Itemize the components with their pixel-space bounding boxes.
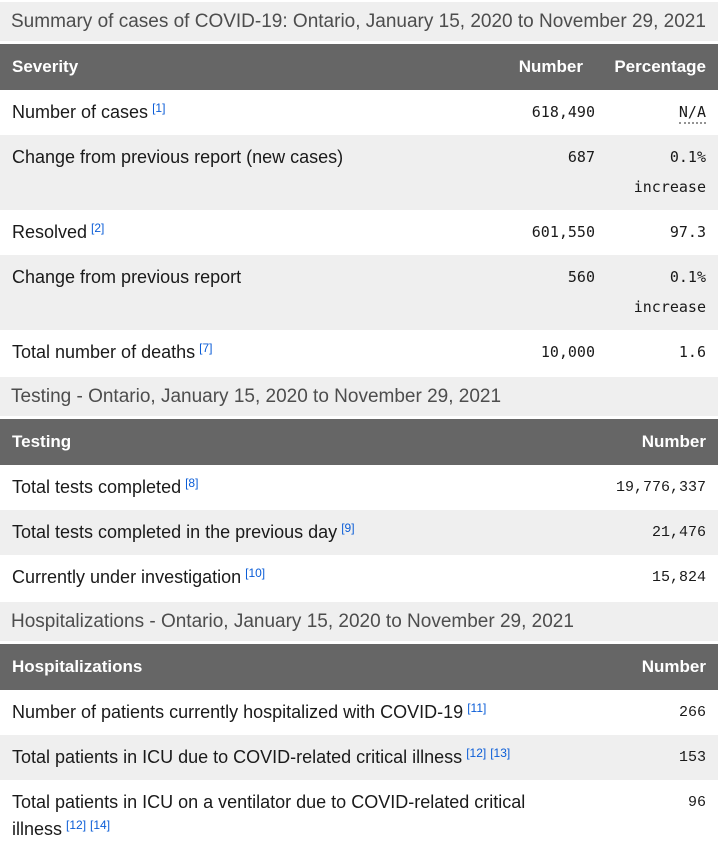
table-row: Number of patients currently hospitalize… <box>0 690 718 735</box>
number-cell: 21,476 <box>651 524 706 541</box>
row-label: Resolved <box>12 222 88 242</box>
table-row: Currently under investigation [10] 15,824 <box>0 555 718 600</box>
footnote-link-10[interactable]: [10] <box>245 566 266 580</box>
footnote-link-7[interactable]: [7] <box>199 341 213 355</box>
percentage-cell: 97.3 <box>669 223 706 241</box>
summary-table-header-row: Severity Number Percentage <box>0 44 718 90</box>
percentage-cell: 0.1% increase <box>595 135 718 210</box>
footnote-link-11[interactable]: [11] <box>467 701 487 715</box>
not-applicable-abbr[interactable]: N/A <box>678 103 706 124</box>
row-label: Number of cases <box>12 102 149 122</box>
footnote-link-8[interactable]: [8] <box>185 476 199 490</box>
hospitalizations-table: Hospitalizations Number Number of patien… <box>0 644 718 852</box>
number-cell: 19,776,337 <box>615 479 706 496</box>
column-header-number: Number <box>588 644 718 690</box>
column-header-number: Number <box>588 419 718 465</box>
percentage-note: increase <box>633 298 706 316</box>
number-cell: 10,000 <box>540 343 595 361</box>
table-row: Total patients in ICU on a ventilator du… <box>0 780 718 852</box>
row-label-cell: Change from previous report (new cases) <box>0 135 492 210</box>
column-header-testing: Testing <box>0 419 588 465</box>
row-label: Change from previous report (new cases) <box>12 147 344 167</box>
testing-table: Testing Number Total tests completed [8] … <box>0 419 718 600</box>
number-cell: 15,824 <box>651 569 706 586</box>
column-header-severity: Severity <box>0 44 492 90</box>
row-label: Change from previous report <box>12 267 242 287</box>
row-label: Total tests completed in the previous da… <box>12 522 338 542</box>
table-row: Total patients in ICU due to COVID-relat… <box>0 735 718 780</box>
percentage-cell: N/A <box>595 90 718 135</box>
number-cell: 153 <box>678 749 706 766</box>
summary-section-heading: Summary of cases of COVID-19: Ontario, J… <box>0 2 718 41</box>
number-cell: 266 <box>678 704 706 721</box>
row-label: Number of patients currently hospitalize… <box>12 702 464 722</box>
footnote-link-1[interactable]: [1] <box>152 101 166 115</box>
summary-section: Summary of cases of COVID-19: Ontario, J… <box>0 2 718 375</box>
column-header-number: Number <box>492 44 595 90</box>
row-label-cell: Total tests completed [8] <box>0 465 588 510</box>
summary-table: Severity Number Percentage Number of cas… <box>0 44 718 375</box>
table-row: Total tests completed in the previous da… <box>0 510 718 555</box>
percentage-cell: 0.1% increase <box>595 255 718 330</box>
footnote-link-12b[interactable]: [12] <box>66 818 87 832</box>
footnote-link-9[interactable]: [9] <box>341 521 355 535</box>
row-label: Currently under investigation <box>12 567 242 587</box>
percentage-note: increase <box>633 178 706 196</box>
hospitalizations-section-heading: Hospitalizations - Ontario, January 15, … <box>0 602 718 641</box>
row-label: Total number of deaths <box>12 342 196 362</box>
number-cell: 96 <box>687 794 706 811</box>
testing-section: Testing - Ontario, January 15, 2020 to N… <box>0 377 718 600</box>
row-label: Total tests completed <box>12 477 182 497</box>
column-header-hospitalizations: Hospitalizations <box>0 644 588 690</box>
percentage-cell: 1.6 <box>678 343 706 361</box>
row-label-cell: Total patients in ICU due to COVID-relat… <box>0 735 588 780</box>
testing-section-heading: Testing - Ontario, January 15, 2020 to N… <box>0 377 718 416</box>
number-cell: 687 <box>567 148 595 166</box>
row-label-cell: Resolved [2] <box>0 210 492 255</box>
column-header-percentage: Percentage <box>595 44 718 90</box>
testing-table-header-row: Testing Number <box>0 419 718 465</box>
footnote-link-2[interactable]: [2] <box>91 221 105 235</box>
row-label-cell: Total patients in ICU on a ventilator du… <box>0 780 588 852</box>
percentage-value: 0.1% <box>669 268 706 286</box>
row-label-cell: Total number of deaths [7] <box>0 330 492 375</box>
row-label-cell: Number of cases [1] <box>0 90 492 135</box>
footnote-link-14[interactable]: [14] <box>90 818 111 832</box>
number-cell: 560 <box>567 268 595 286</box>
number-cell: 618,490 <box>531 103 595 121</box>
hospitalizations-table-header-row: Hospitalizations Number <box>0 644 718 690</box>
table-row: Number of cases [1] 618,490 N/A <box>0 90 718 135</box>
hospitalizations-section: Hospitalizations - Ontario, January 15, … <box>0 602 718 852</box>
row-label: Total patients in ICU due to COVID-relat… <box>12 747 463 767</box>
row-label: Total patients in ICU on a ventilator du… <box>12 792 526 839</box>
table-row: Resolved [2] 601,550 97.3 <box>0 210 718 255</box>
footnote-link-13[interactable]: [13] <box>490 746 511 760</box>
table-row: Total tests completed [8] 19,776,337 <box>0 465 718 510</box>
footnote-link-12[interactable]: [12] <box>466 746 487 760</box>
row-label-cell: Total tests completed in the previous da… <box>0 510 588 555</box>
percentage-value: 0.1% <box>669 148 706 166</box>
table-row: Change from previous report (new cases) … <box>0 135 718 210</box>
number-cell: 601,550 <box>531 223 595 241</box>
row-label-cell: Currently under investigation [10] <box>0 555 588 600</box>
row-label-cell: Change from previous report <box>0 255 492 330</box>
table-row: Change from previous report 560 0.1% incr… <box>0 255 718 330</box>
table-row: Total number of deaths [7] 10,000 1.6 <box>0 330 718 375</box>
row-label-cell: Number of patients currently hospitalize… <box>0 690 588 735</box>
